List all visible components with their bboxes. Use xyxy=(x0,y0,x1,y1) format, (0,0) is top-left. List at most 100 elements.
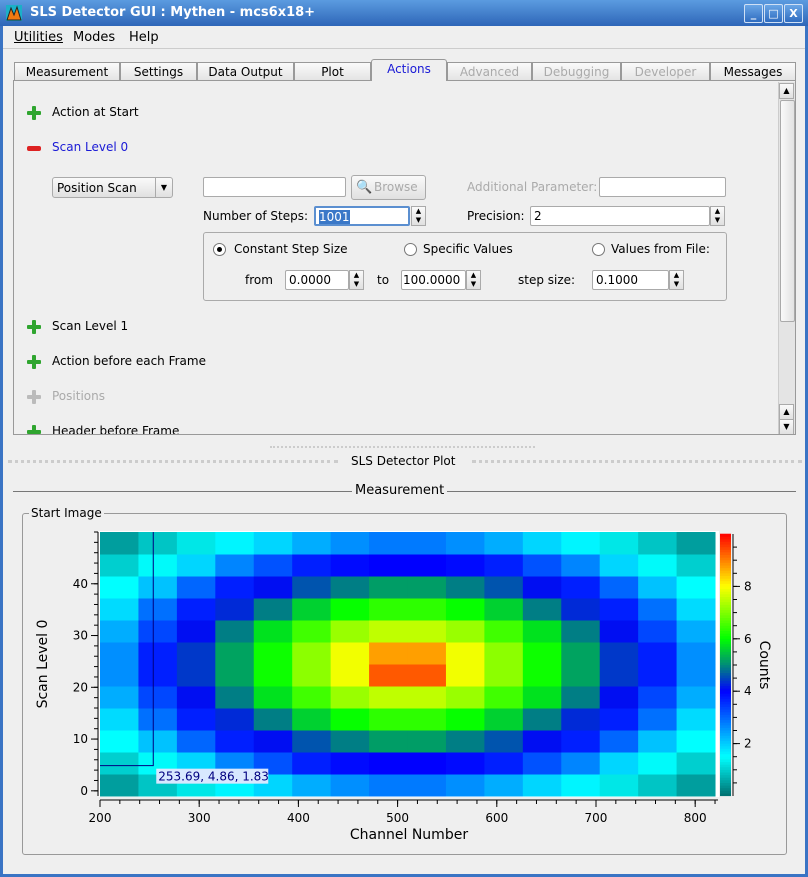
precision-input[interactable]: 2 xyxy=(530,206,710,226)
tab-measurement[interactable]: Measurement xyxy=(14,62,120,80)
colorbar-segment xyxy=(720,785,731,789)
colorbar-segment xyxy=(720,745,731,749)
heatmap-cell xyxy=(561,642,601,665)
file-input[interactable] xyxy=(203,177,346,197)
tab-plot[interactable]: Plot xyxy=(294,62,371,80)
radio-file-label[interactable]: Values from File: xyxy=(611,242,710,256)
colorbar-segment xyxy=(720,680,731,684)
colorbar-segment xyxy=(720,793,731,797)
tab-settings[interactable]: Settings xyxy=(120,62,197,80)
step-size-spinner[interactable]: ▲ ▼ xyxy=(669,270,684,290)
colorbar-segment xyxy=(720,628,731,632)
heatmap-cell xyxy=(253,532,293,555)
from-input[interactable]: 0.0000 xyxy=(285,270,349,290)
heatmap-cell xyxy=(676,774,716,797)
heatmap-cell xyxy=(484,620,524,643)
heatmap-cell xyxy=(676,576,716,599)
heatmap-cell xyxy=(407,642,447,665)
radio-specific-values[interactable] xyxy=(404,243,417,256)
expand-plus-icon[interactable] xyxy=(27,106,41,120)
heatmap-cell xyxy=(599,664,639,687)
heatmap-cell xyxy=(599,708,639,731)
colorbar-segment xyxy=(720,622,731,626)
expand-plus-icon[interactable] xyxy=(27,425,41,434)
maximize-button[interactable]: □ xyxy=(764,4,783,23)
from-spinner[interactable]: ▲ ▼ xyxy=(349,270,364,290)
colorbar-segment xyxy=(720,609,731,613)
minimize-button[interactable]: _ xyxy=(744,4,763,23)
colorbar-segment xyxy=(720,601,731,605)
precision-spinner[interactable]: ▲ ▼ xyxy=(710,206,725,226)
heatmap-cell xyxy=(292,642,332,665)
tab-actions[interactable]: Actions xyxy=(371,59,447,81)
radio-values-from-file[interactable] xyxy=(592,243,605,256)
radio-constant-label[interactable]: Constant Step Size xyxy=(234,242,348,256)
menu-modes[interactable]: Modes xyxy=(73,30,116,45)
header-before-frame-label[interactable]: Header before Frame xyxy=(52,424,180,435)
colorbar-segment xyxy=(720,724,731,728)
menu-help[interactable]: Help xyxy=(129,30,159,45)
heatmap-cell xyxy=(215,642,255,665)
colorbar-segment xyxy=(720,614,731,618)
heatmap-cell xyxy=(215,686,255,709)
colorbar-segment xyxy=(720,544,731,548)
heatmap-cell xyxy=(676,642,716,665)
scan-level-0-label[interactable]: Scan Level 0 xyxy=(52,140,129,154)
heatmap-cell xyxy=(484,554,524,577)
start-image-group xyxy=(22,513,787,855)
heatmap-cell xyxy=(330,576,370,599)
heatmap-cell xyxy=(676,554,716,577)
heatmap-cell xyxy=(369,774,409,797)
tab-advanced: Advanced xyxy=(447,62,532,80)
heatmap-cell xyxy=(369,752,409,775)
colorbar-segment xyxy=(720,777,731,781)
colorbar-segment xyxy=(720,672,731,676)
to-input[interactable]: 100.0000 xyxy=(401,270,466,290)
colorbar-segment xyxy=(720,756,731,760)
collapse-minus-icon[interactable] xyxy=(27,146,41,151)
step-size-input[interactable]: 0.1000 xyxy=(592,270,669,290)
heatmap-cell xyxy=(330,554,370,577)
colorbar-segment xyxy=(720,557,731,561)
tab-data-output[interactable]: Data Output xyxy=(197,62,294,80)
heatmap-cell xyxy=(215,576,255,599)
heatmap-cell xyxy=(407,752,447,775)
heatmap-cell xyxy=(407,708,447,731)
heatmap-cell xyxy=(369,664,409,687)
browse-label: Browse xyxy=(374,180,418,194)
splitter-handle[interactable] xyxy=(270,446,535,448)
expand-plus-icon[interactable] xyxy=(27,355,41,369)
colorbar-segment xyxy=(720,772,731,776)
heatmap-cell xyxy=(100,774,139,797)
colorbar-segment xyxy=(720,586,731,590)
colorbar-segment xyxy=(720,593,731,597)
action-at-start-label[interactable]: Action at Start xyxy=(52,105,139,119)
radio-constant-step[interactable] xyxy=(213,243,226,256)
radio-specific-label[interactable]: Specific Values xyxy=(423,242,513,256)
close-button[interactable]: X xyxy=(784,4,803,23)
title-bar: SLS Detector GUI : Mythen - mcs6x18+ _ □… xyxy=(0,0,808,26)
scan-level-1-label[interactable]: Scan Level 1 xyxy=(52,319,129,333)
heatmap-cell xyxy=(484,642,524,665)
heatmap-cell xyxy=(638,774,678,797)
action-before-frame-label[interactable]: Action before each Frame xyxy=(52,354,206,368)
to-spinner[interactable]: ▲ ▼ xyxy=(466,270,481,290)
menu-utilities[interactable]: Utilities xyxy=(14,30,63,45)
heatmap-cell xyxy=(522,664,562,687)
scroll-up-button[interactable]: ▲ xyxy=(779,83,794,99)
colorbar-segment xyxy=(720,591,731,595)
vertical-scrollbar[interactable]: ▲ ▲ ▼ xyxy=(778,82,795,434)
colorbar-segment xyxy=(720,554,731,558)
colorbar-segment xyxy=(720,659,731,663)
scan-type-dropdown[interactable]: Position Scan ▼ xyxy=(52,177,173,198)
tab-messages[interactable]: Messages xyxy=(710,62,796,80)
scroll-down-button[interactable]: ▼ xyxy=(779,419,794,434)
steps-input[interactable]: 1001 xyxy=(314,206,410,226)
colorbar-segment xyxy=(720,743,731,747)
scroll-up-button[interactable]: ▲ xyxy=(779,404,794,420)
steps-spinner[interactable]: ▲ ▼ xyxy=(411,206,426,226)
colorbar-segment xyxy=(720,748,731,752)
scrollbar-thumb[interactable] xyxy=(780,100,795,322)
expand-plus-icon[interactable] xyxy=(27,320,41,334)
